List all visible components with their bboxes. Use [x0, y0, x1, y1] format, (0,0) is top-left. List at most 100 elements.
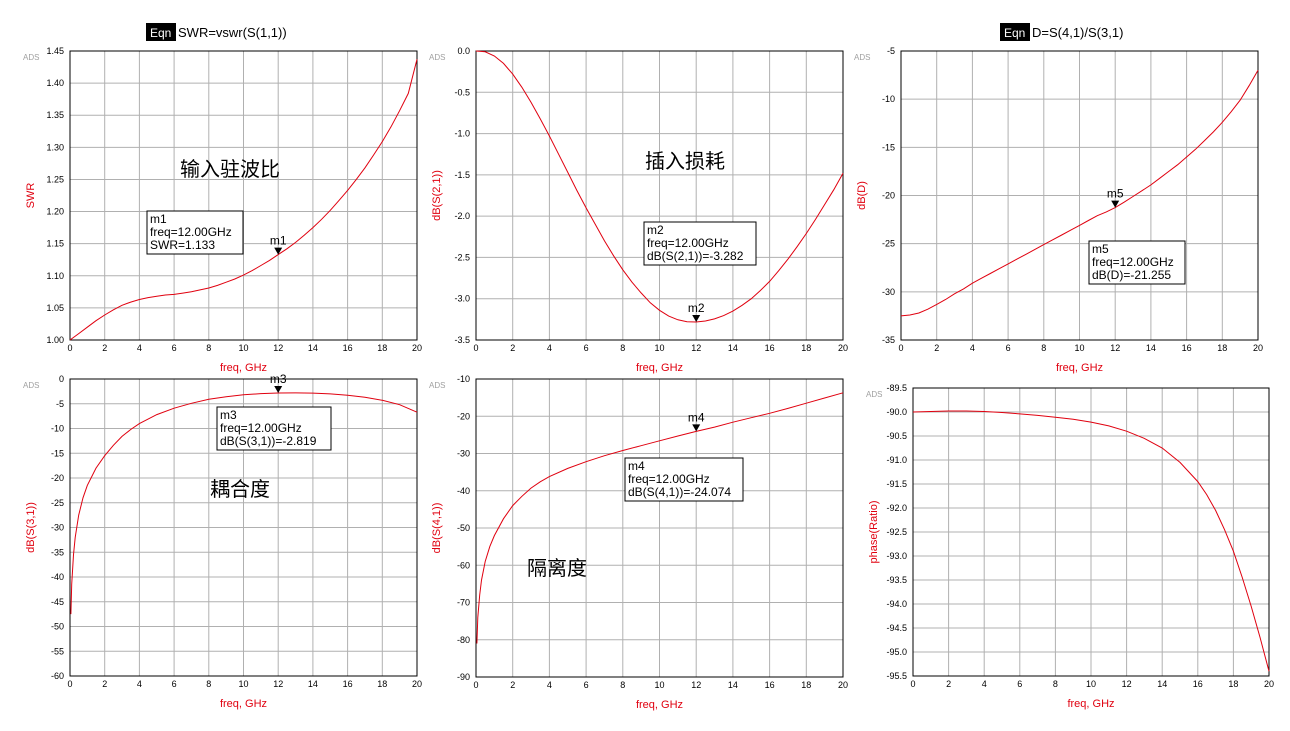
y-axis-label: dB(S(3,1)) [25, 502, 37, 553]
ads-watermark: ADS [866, 390, 882, 399]
x-tick-label: 18 [1228, 679, 1238, 689]
eqn-badge-label: Eqn [150, 26, 171, 40]
x-axis-label: freq, GHz [1067, 698, 1114, 710]
marker-readout-line: dB(S(2,1))=-3.282 [647, 249, 744, 263]
x-tick-label: 20 [1253, 343, 1263, 353]
y-tick-label: 1.05 [46, 303, 64, 313]
ads-watermark: ADS [23, 381, 39, 390]
x-tick-label: 2 [510, 343, 515, 353]
x-tick-label: 10 [654, 343, 664, 353]
y-tick-label: 1.25 [46, 174, 64, 184]
x-tick-label: 6 [584, 343, 589, 353]
plot-frame [900, 50, 1259, 341]
x-tick-label: 12 [691, 343, 701, 353]
x-tick-label: 14 [728, 680, 738, 690]
equation-swr: Eqn SWR=vswr(S(1,1)) [146, 23, 287, 41]
x-tick-label: 10 [1074, 343, 1084, 353]
x-tick-label: 12 [1122, 679, 1132, 689]
x-tick-label: 20 [412, 343, 422, 353]
x-axis-label: freq, GHz [636, 699, 683, 711]
x-tick-label: 4 [137, 679, 142, 689]
y-tick-label: -15 [51, 448, 64, 458]
x-tick-label: 8 [620, 343, 625, 353]
marker-readout-line: freq=12.00GHz [1092, 255, 1174, 269]
y-tick-label: -20 [457, 411, 470, 421]
x-axis-label: freq, GHz [1056, 362, 1103, 374]
plot-annotation: 耦合度 [210, 477, 270, 501]
x-tick-label: 12 [691, 680, 701, 690]
plot-frame [69, 50, 418, 341]
y-tick-label: -25 [882, 239, 895, 249]
marker-triangle-icon[interactable] [692, 424, 701, 432]
marker-readout-line: freq=12.00GHz [628, 472, 710, 486]
x-tick-label: 10 [654, 680, 664, 690]
grid [69, 50, 418, 341]
x-tick-label: 8 [206, 679, 211, 689]
y-tick-label: -92.5 [886, 527, 907, 537]
x-tick-label: 20 [838, 680, 848, 690]
marker-readout-line: freq=12.00GHz [647, 236, 729, 250]
y-tick-label: -1.0 [454, 129, 470, 139]
x-tick-label: 0 [898, 343, 903, 353]
plot-annotation: 输入驻波比 [180, 157, 280, 181]
y-tick-label: -35 [882, 335, 895, 345]
y-tick-label: -94.0 [886, 599, 907, 609]
y-tick-label: 1.15 [46, 239, 64, 249]
y-tick-label: -10 [457, 374, 470, 384]
y-tick-label: -80 [457, 635, 470, 645]
x-tick-label: 18 [801, 343, 811, 353]
y-tick-label: -30 [457, 449, 470, 459]
x-tick-label: 2 [102, 679, 107, 689]
y-tick-label: -93.5 [886, 575, 907, 585]
marker-readout-line: m1 [150, 212, 167, 226]
y-tick-label: -5 [887, 46, 895, 56]
x-tick-label: 2 [102, 343, 107, 353]
y-tick-label: -1.5 [454, 170, 470, 180]
x-tick-label: 14 [308, 343, 318, 353]
marker-triangle-icon[interactable] [274, 385, 283, 393]
y-tick-label: -95.5 [886, 671, 907, 681]
y-tick-label: -2.0 [454, 211, 470, 221]
y-axis-label: SWR [25, 183, 37, 209]
x-tick-label: 10 [238, 679, 248, 689]
plot-annotation: 插入损耗 [645, 149, 725, 173]
marker-triangle-icon[interactable] [274, 247, 283, 255]
x-tick-label: 14 [728, 343, 738, 353]
x-tick-label: 14 [1157, 679, 1167, 689]
x-tick-label: 8 [206, 343, 211, 353]
x-tick-label: 8 [1053, 679, 1058, 689]
x-tick-label: 16 [765, 343, 775, 353]
x-tick-label: 4 [137, 343, 142, 353]
marker-readout-box [216, 406, 332, 451]
plot-annotation: 隔离度 [527, 556, 587, 580]
x-tick-label: 16 [1193, 679, 1203, 689]
eqn-badge-label: Eqn [1004, 26, 1025, 40]
y-tick-label: 0.0 [457, 46, 470, 56]
ads-watermark: ADS [854, 53, 870, 62]
y-axis-label: dB(S(4,1)) [431, 503, 443, 554]
y-tick-label: -40 [457, 486, 470, 496]
x-axis-label: freq, GHz [636, 362, 683, 374]
y-tick-label: -91.5 [886, 479, 907, 489]
x-tick-label: 20 [838, 343, 848, 353]
x-tick-label: 16 [765, 680, 775, 690]
marker-label: m4 [688, 410, 705, 424]
plot-frame [69, 378, 418, 677]
marker-triangle-icon[interactable] [692, 314, 701, 322]
x-tick-label: 14 [308, 679, 318, 689]
plot-frame [475, 378, 844, 678]
marker-triangle-icon[interactable] [1111, 200, 1120, 208]
x-tick-label: 0 [910, 679, 915, 689]
y-tick-label: 1.00 [46, 335, 64, 345]
series-line [69, 59, 418, 341]
y-axis-label: phase(Ratio) [868, 501, 880, 564]
y-tick-label: -30 [882, 287, 895, 297]
series-line [900, 70, 1259, 317]
plot-2: ADS 0 2 4 6 8 10 12 14 16 18 20 -3.5 -3.0 -2.5 -2.0 -1.5… [429, 46, 848, 374]
plot-3: ADS 0 2 4 6 8 10 12 14 16 18 20 -35 -30 -25 -20 -15 -10 -5… [854, 46, 1263, 374]
series-line [476, 392, 844, 644]
